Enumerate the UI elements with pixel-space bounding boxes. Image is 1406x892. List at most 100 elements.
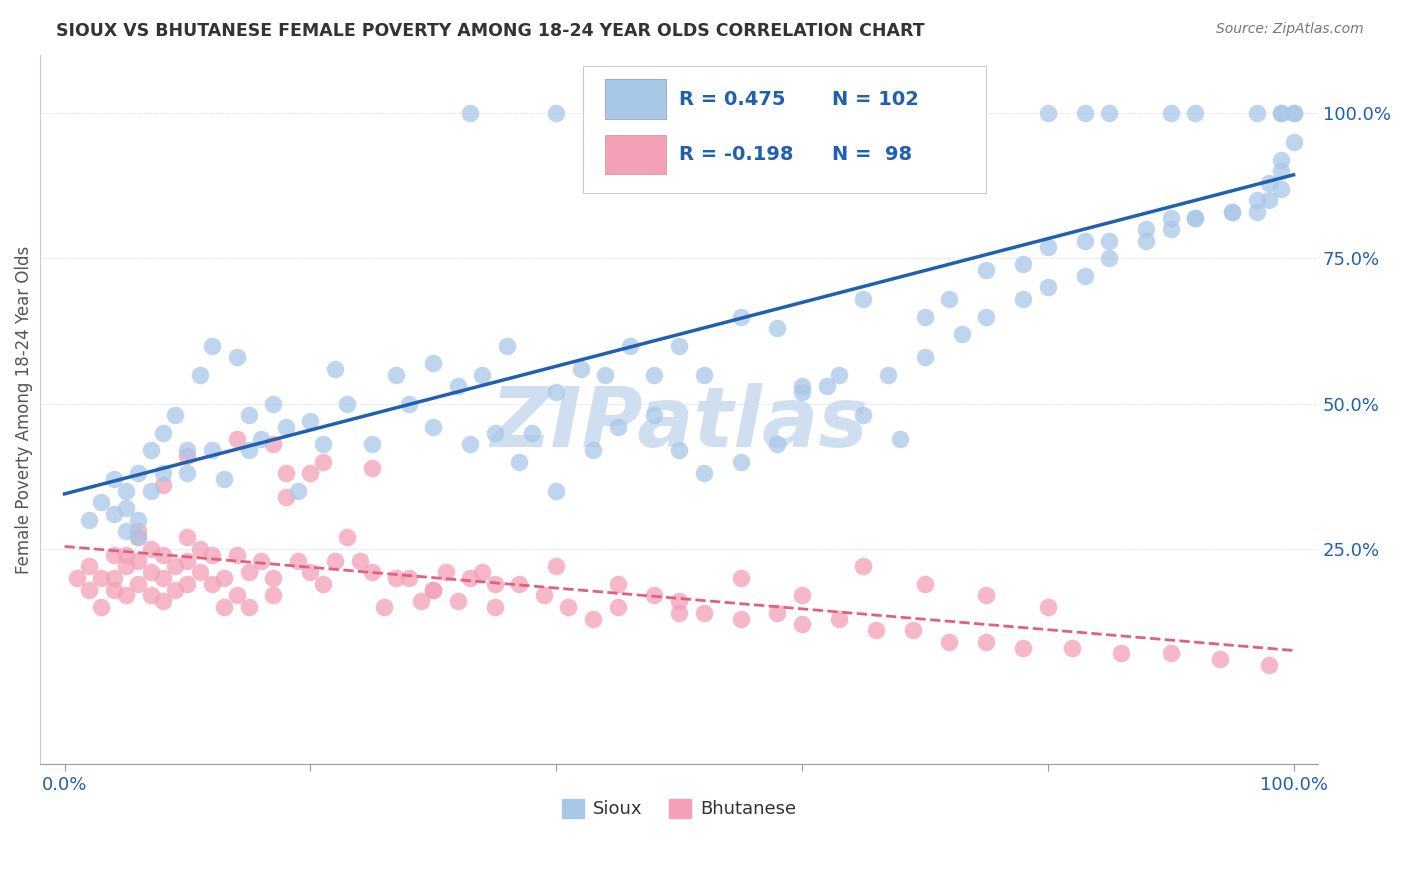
Point xyxy=(533,588,555,602)
Point xyxy=(422,582,444,597)
Point xyxy=(214,571,236,585)
Point xyxy=(852,559,875,574)
Point xyxy=(1282,135,1305,149)
Point xyxy=(914,576,936,591)
Point xyxy=(115,501,138,516)
Point xyxy=(496,338,519,352)
Point xyxy=(766,321,789,335)
Point xyxy=(1135,222,1157,236)
Point xyxy=(287,483,309,498)
Point xyxy=(1209,652,1232,666)
Point xyxy=(225,432,247,446)
Point xyxy=(299,565,322,579)
Point xyxy=(1098,106,1121,120)
Point xyxy=(225,588,247,602)
Point xyxy=(1062,640,1084,655)
Y-axis label: Female Poverty Among 18-24 Year Olds: Female Poverty Among 18-24 Year Olds xyxy=(15,245,32,574)
Point xyxy=(692,467,714,481)
Point xyxy=(127,467,149,481)
Point xyxy=(115,524,138,539)
Point xyxy=(938,292,960,306)
FancyBboxPatch shape xyxy=(605,135,666,174)
Point xyxy=(595,368,617,382)
Point xyxy=(323,553,346,567)
Point xyxy=(188,565,211,579)
Point xyxy=(188,541,211,556)
Point xyxy=(582,106,605,120)
Point xyxy=(668,606,690,620)
Point xyxy=(1111,647,1133,661)
Point xyxy=(484,576,506,591)
Point xyxy=(815,379,838,393)
Point xyxy=(152,571,174,585)
Point xyxy=(1160,106,1182,120)
Point xyxy=(90,571,112,585)
Point xyxy=(1135,234,1157,248)
Point xyxy=(349,553,371,567)
Point xyxy=(730,571,752,585)
Point xyxy=(115,483,138,498)
Point xyxy=(1012,257,1035,271)
Point xyxy=(974,635,997,649)
Point xyxy=(1036,240,1059,254)
Point xyxy=(914,106,936,120)
Point xyxy=(323,361,346,376)
Point xyxy=(950,106,973,120)
Point xyxy=(1184,211,1206,225)
Point xyxy=(311,455,333,469)
Point xyxy=(730,611,752,625)
Point xyxy=(1160,211,1182,225)
Point xyxy=(877,368,900,382)
Point xyxy=(914,310,936,324)
Point xyxy=(1184,211,1206,225)
Point xyxy=(139,565,162,579)
Point xyxy=(336,530,359,544)
Point xyxy=(422,420,444,434)
Point xyxy=(974,310,997,324)
Point xyxy=(458,106,481,120)
Point xyxy=(508,576,530,591)
Point xyxy=(434,565,457,579)
Point xyxy=(274,490,297,504)
Point xyxy=(619,106,641,120)
Point xyxy=(103,472,125,486)
Point xyxy=(520,425,543,440)
Point xyxy=(311,437,333,451)
Point xyxy=(790,617,813,632)
Point xyxy=(176,443,198,458)
Point xyxy=(127,553,149,567)
Point xyxy=(730,310,752,324)
Point xyxy=(238,599,260,614)
Point xyxy=(852,292,875,306)
Point xyxy=(127,530,149,544)
Point xyxy=(1220,205,1243,219)
Point xyxy=(360,437,382,451)
Point xyxy=(582,611,605,625)
Point xyxy=(165,409,187,423)
Point xyxy=(606,599,628,614)
FancyBboxPatch shape xyxy=(605,79,666,119)
Point xyxy=(557,599,579,614)
Point xyxy=(1184,106,1206,120)
Point xyxy=(582,443,605,458)
Point xyxy=(619,338,641,352)
Text: Source: ZipAtlas.com: Source: ZipAtlas.com xyxy=(1216,22,1364,37)
Point xyxy=(299,467,322,481)
Point xyxy=(1098,252,1121,266)
Point xyxy=(643,368,665,382)
Point xyxy=(1160,222,1182,236)
Point xyxy=(77,582,100,597)
Point xyxy=(385,368,408,382)
Point xyxy=(1098,234,1121,248)
Point xyxy=(606,420,628,434)
Point xyxy=(508,455,530,469)
Point xyxy=(201,338,224,352)
Point xyxy=(1282,106,1305,120)
Point xyxy=(1246,194,1268,208)
Point xyxy=(165,582,187,597)
Point xyxy=(398,571,420,585)
Point xyxy=(165,559,187,574)
Point xyxy=(90,495,112,509)
Point xyxy=(766,606,789,620)
Point xyxy=(1270,106,1292,120)
